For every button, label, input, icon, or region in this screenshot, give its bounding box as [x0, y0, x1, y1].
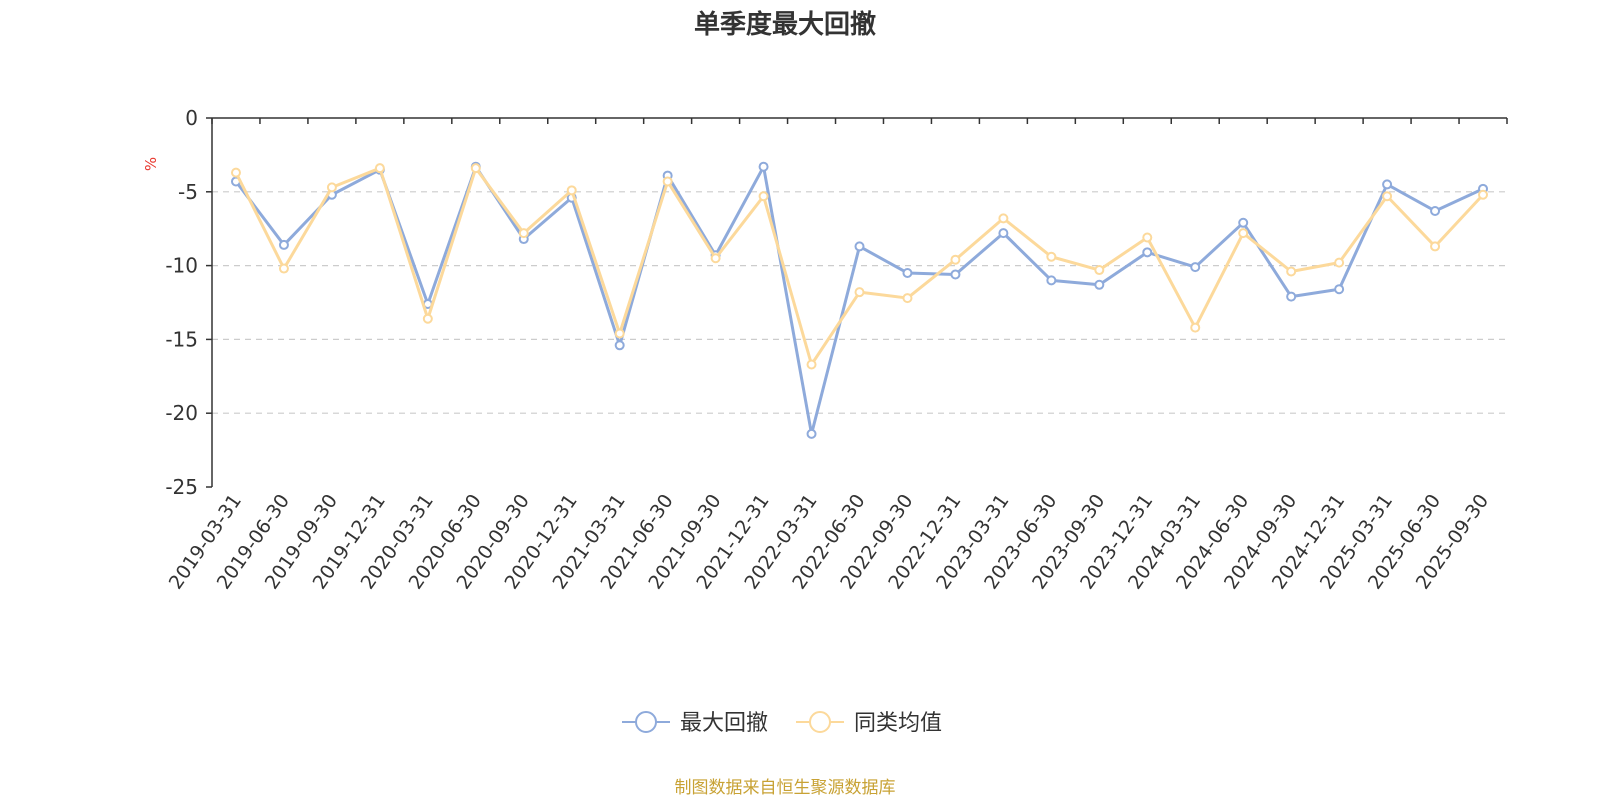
data-point — [1430, 241, 1441, 252]
data-point — [710, 253, 721, 264]
legend-swatch-marker — [809, 711, 831, 733]
y-tick-label: -10 — [165, 254, 198, 278]
data-point — [950, 269, 961, 280]
data-point — [1046, 275, 1057, 286]
data-point — [902, 267, 913, 278]
y-tick-label: -20 — [165, 401, 198, 425]
series-lines — [230, 161, 1489, 439]
data-point — [1334, 257, 1345, 268]
data-point — [806, 359, 817, 370]
y-tick-label: 0 — [185, 106, 198, 130]
data-point — [662, 176, 673, 187]
data-point — [998, 228, 1009, 239]
data-point — [470, 163, 481, 174]
y-tick-label: -15 — [165, 327, 198, 351]
data-point — [1286, 266, 1297, 277]
data-point — [1478, 189, 1489, 200]
data-point — [758, 161, 769, 172]
data-point — [1190, 322, 1201, 333]
series-line-2 — [234, 166, 1485, 366]
data-point — [1094, 265, 1105, 276]
data-point — [950, 254, 961, 265]
data-point — [1286, 291, 1297, 302]
y-tick-label: -5 — [178, 180, 198, 204]
data-point — [278, 263, 289, 274]
legend-label: 同类均值 — [854, 711, 942, 736]
data-point — [1430, 205, 1441, 216]
data-point — [1334, 284, 1345, 295]
data-point — [758, 191, 769, 202]
data-point — [518, 228, 529, 239]
data-point — [1142, 247, 1153, 258]
data-point — [374, 163, 385, 174]
data-point — [566, 185, 577, 196]
legend: 最大回撤 同类均值 — [622, 711, 942, 736]
axes: 0-5-10-15-20-252019-03-312019-06-302019-… — [165, 106, 1508, 593]
legend-label: 最大回撤 — [680, 711, 768, 736]
grid-lines — [212, 191, 1507, 414]
data-point — [806, 428, 817, 439]
data-point — [998, 213, 1009, 224]
data-point — [854, 241, 865, 252]
data-point — [1238, 217, 1249, 228]
source-note: 制图数据来自恒生聚源数据库 — [675, 778, 896, 798]
data-point — [854, 287, 865, 298]
data-point — [1094, 279, 1105, 290]
data-point — [902, 293, 913, 304]
chart-title: 单季度最大回撤 — [694, 9, 876, 40]
data-point — [1142, 232, 1153, 243]
data-point — [326, 182, 337, 193]
data-point — [230, 167, 241, 178]
y-tick-label: -25 — [165, 475, 198, 499]
y-axis-unit-label: % — [142, 157, 160, 171]
data-point — [614, 328, 625, 339]
data-point — [1046, 251, 1057, 262]
data-point — [1382, 191, 1393, 202]
data-point — [1382, 179, 1393, 190]
data-point — [1238, 228, 1249, 239]
legend-swatch-marker — [635, 711, 657, 733]
data-point — [614, 340, 625, 351]
data-point — [1190, 262, 1201, 273]
data-point — [278, 239, 289, 250]
data-point — [422, 313, 433, 324]
